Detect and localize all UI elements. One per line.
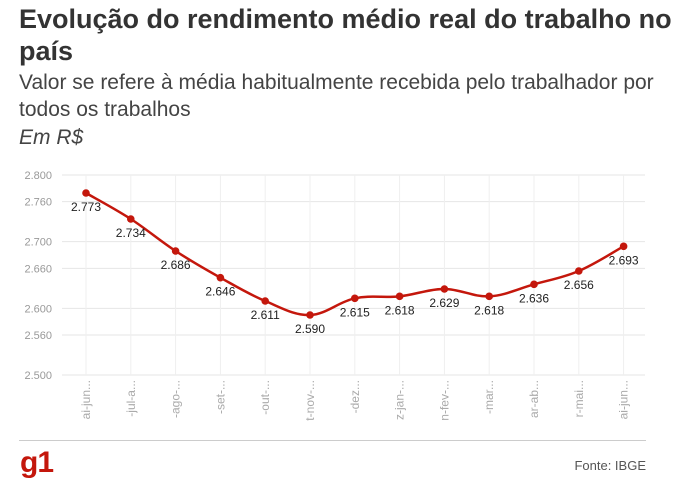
data-label: 2.693 bbox=[609, 253, 639, 267]
x-tick-label: -ago-... bbox=[169, 380, 183, 418]
y-tick-label: 2.800 bbox=[24, 170, 52, 182]
x-tick-label: n-fev-... bbox=[437, 380, 451, 421]
x-tick-label: z-jan-... bbox=[393, 380, 407, 420]
data-point bbox=[306, 311, 314, 319]
chart-title: Evolução do rendimento médio real do tra… bbox=[19, 4, 672, 66]
data-label: 2.636 bbox=[519, 291, 549, 305]
x-tick-label: -jul-a... bbox=[124, 380, 138, 417]
data-point bbox=[82, 189, 90, 197]
g1-logo: g1 bbox=[20, 446, 54, 479]
x-tick-label: ai-jun... bbox=[617, 380, 631, 419]
data-label: 2.773 bbox=[71, 200, 101, 214]
data-label: 2.611 bbox=[251, 308, 280, 322]
data-point bbox=[619, 242, 628, 251]
x-tick-label: r-mai... bbox=[572, 380, 586, 417]
data-label: 2.618 bbox=[385, 303, 415, 317]
data-point bbox=[171, 247, 180, 255]
data-label: 2.656 bbox=[564, 278, 594, 292]
data-label: 2.618 bbox=[474, 303, 504, 317]
y-tick-label: 2.700 bbox=[24, 237, 52, 249]
x-tick-label: t-nov-... bbox=[303, 380, 317, 421]
x-tick-label: ai-jun... bbox=[79, 380, 93, 419]
x-tick-label: -out-... bbox=[258, 380, 272, 415]
x-tick-label: -set-... bbox=[213, 380, 227, 414]
data-point bbox=[127, 215, 135, 223]
data-point bbox=[351, 294, 359, 303]
x-tick-label: -dez... bbox=[348, 380, 362, 413]
x-tick-label: ar-ab... bbox=[527, 380, 541, 418]
data-point bbox=[530, 280, 538, 289]
data-label: 2.629 bbox=[429, 296, 459, 310]
data-point bbox=[485, 292, 494, 301]
chart-subtitle: Valor se refere à média habitualmente re… bbox=[19, 71, 654, 121]
y-tick-label: 2.660 bbox=[24, 263, 52, 275]
y-tick-label: 2.560 bbox=[24, 330, 52, 342]
y-tick-label: 2.500 bbox=[24, 370, 52, 382]
source-note: Fonte: IBGE bbox=[574, 458, 646, 473]
data-point bbox=[575, 267, 583, 275]
data-label: 2.590 bbox=[295, 322, 325, 336]
unit-label: Em R$ bbox=[19, 126, 84, 149]
y-tick-label: 2.760 bbox=[24, 197, 52, 209]
data-point bbox=[261, 297, 270, 305]
data-point bbox=[395, 292, 404, 301]
data-point bbox=[440, 285, 449, 293]
data-point bbox=[216, 273, 225, 282]
line-chart: 2.800 2.760 2.700 2.660 2.600 2.560 2.500 ai-ju… bbox=[24, 170, 645, 421]
data-label: 2.686 bbox=[161, 258, 191, 272]
y-tick-label: 2.600 bbox=[24, 303, 52, 315]
footer-divider bbox=[19, 440, 646, 441]
x-tick-label: -mar... bbox=[482, 380, 496, 414]
data-label: 2.734 bbox=[116, 226, 146, 240]
data-label: 2.646 bbox=[205, 285, 235, 299]
data-label: 2.615 bbox=[340, 305, 370, 319]
